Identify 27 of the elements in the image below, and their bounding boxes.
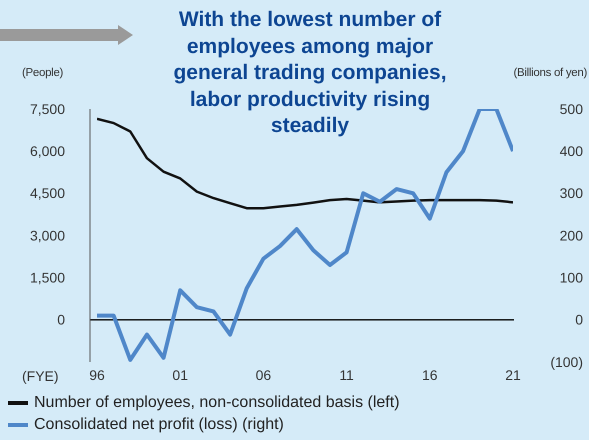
y-tick-label: 4,500 — [30, 185, 66, 202]
y-axis-title: (People) — [22, 67, 64, 79]
y-tick-label: 3,000 — [30, 227, 66, 244]
line-series — [97, 109, 513, 362]
y-tick-label: 0 — [57, 312, 66, 328]
y-tick-label: 1,500 — [30, 270, 66, 286]
y2-tick-label: 200 — [560, 227, 584, 244]
y2-tick-label: 0 — [575, 312, 584, 328]
y2-tick-label: (100) — [550, 354, 583, 370]
x-axis-title: (FYE) — [22, 368, 59, 384]
y2-axis-title: (Billions of yen) — [513, 67, 587, 79]
y-tick-label: 7,500 — [30, 100, 66, 117]
y2-tick-label: 500 — [560, 100, 584, 117]
line-series — [97, 118, 513, 210]
legend-label: Consolidated net profit (loss) (right) — [34, 416, 284, 434]
x-tick-label: 16 — [422, 366, 438, 383]
y2-tick-label: 400 — [560, 143, 584, 160]
chart-title: With the lowest number of employees among major general trading companies, labor productivity rising steadily — [172, 7, 448, 139]
legend-label: Number of employees, non-consolidated basis (left) — [34, 394, 400, 412]
x-tick-label: 11 — [339, 366, 354, 383]
x-tick-label: 21 — [505, 366, 521, 383]
x-tick-label: 96 — [89, 366, 105, 383]
y-tick-label: 6,000 — [30, 143, 66, 160]
y2-tick-label: 100 — [560, 270, 584, 286]
y2-tick-label: 300 — [560, 185, 584, 202]
x-tick-label: 01 — [172, 366, 188, 383]
x-tick-label: 06 — [256, 366, 272, 383]
